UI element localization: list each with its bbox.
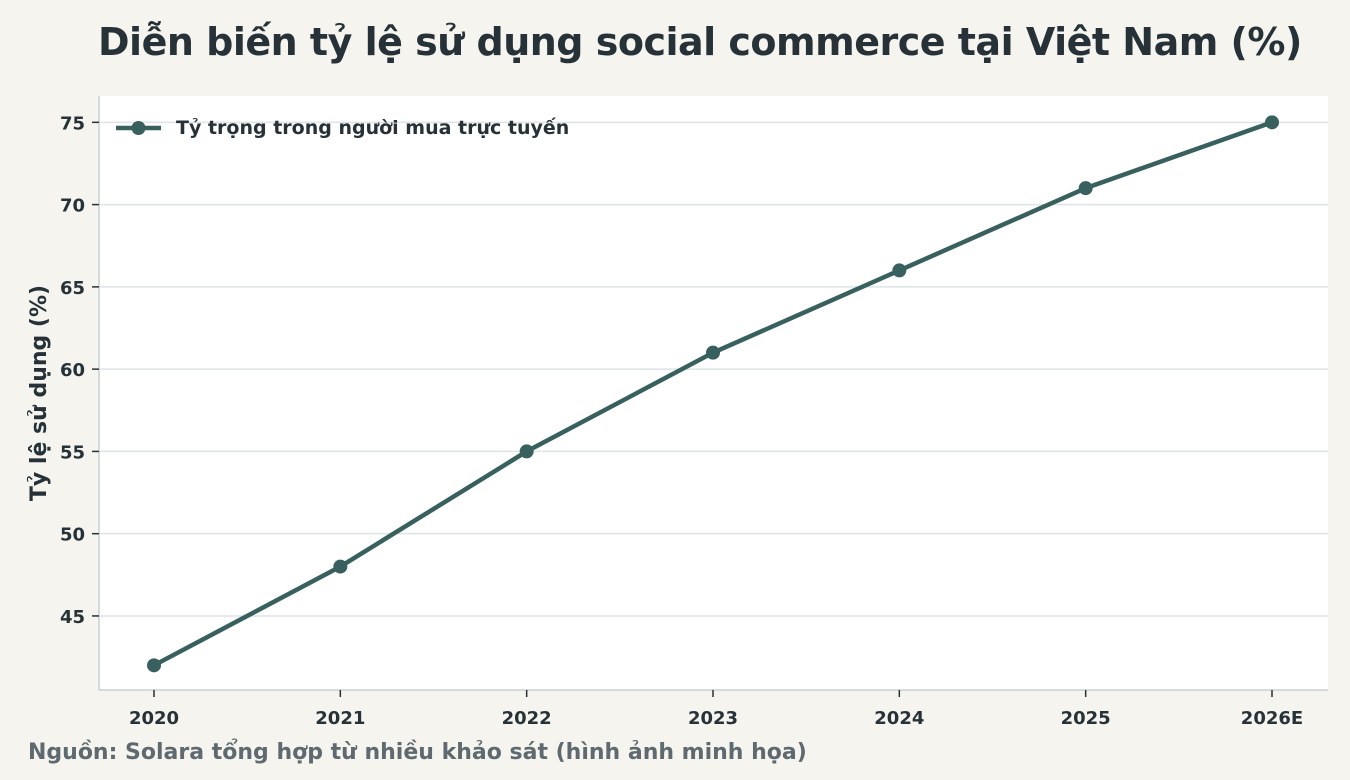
y-axis-label: Tỷ lệ sử dụng (%) xyxy=(27,285,52,501)
y-axis-ticks: 45 50 55 60 65 70 75 xyxy=(60,113,99,628)
series-layer xyxy=(147,115,1279,673)
x-tick-label: 2020 xyxy=(129,708,179,729)
y-tick-label: 45 xyxy=(60,607,85,628)
plot-area xyxy=(99,96,1328,690)
x-axis-ticks: 2020 2021 2022 2023 2024 2025 2026E xyxy=(129,690,1303,729)
x-tick-label: 2021 xyxy=(315,708,365,729)
legend-label: Tỷ trọng trong người mua trực tuyến xyxy=(176,116,569,139)
data-point xyxy=(1265,115,1279,130)
y-tick-label: 55 xyxy=(60,442,85,463)
legend-marker xyxy=(131,121,146,135)
legend: Tỷ trọng trong người mua trực tuyến xyxy=(116,116,569,139)
x-tick-label: 2025 xyxy=(1061,708,1111,729)
x-tick-label: 2023 xyxy=(688,708,738,729)
x-tick-label: 2026E xyxy=(1241,708,1303,729)
y-tick-label: 60 xyxy=(60,360,85,381)
y-tick-label: 75 xyxy=(60,113,85,134)
grid-lines xyxy=(99,121,1328,617)
chart-title: Diễn biến tỷ lệ sử dụng social commerce … xyxy=(98,20,1302,64)
y-tick-label: 50 xyxy=(60,525,85,546)
y-tick-label: 70 xyxy=(60,196,85,217)
data-point xyxy=(706,345,720,360)
data-point xyxy=(333,559,348,574)
data-point xyxy=(892,263,907,278)
y-tick-label: 65 xyxy=(60,278,85,299)
data-point xyxy=(519,444,534,459)
x-tick-label: 2024 xyxy=(874,708,924,729)
data-point xyxy=(147,658,161,673)
data-point xyxy=(1078,181,1093,196)
x-tick-label: 2022 xyxy=(502,708,552,729)
source-footnote: Nguồn: Solara tổng hợp từ nhiều khảo sát… xyxy=(28,740,807,765)
